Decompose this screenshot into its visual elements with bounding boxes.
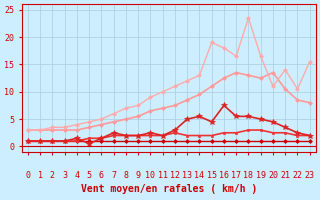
X-axis label: Vent moyen/en rafales ( km/h ): Vent moyen/en rafales ( km/h ): [81, 184, 257, 194]
